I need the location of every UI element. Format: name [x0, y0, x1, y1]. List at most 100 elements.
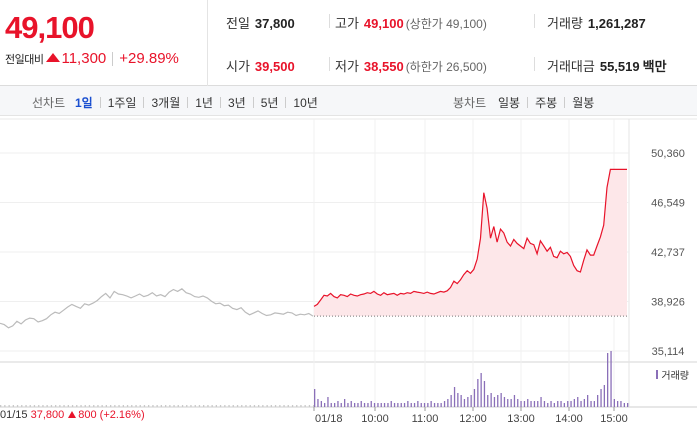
tab-period-1y[interactable]: 1년 [195, 96, 213, 110]
volume-bar [354, 403, 356, 407]
tab-period-1d[interactable]: 1일 [75, 96, 93, 110]
volume-bar [543, 401, 546, 407]
stat-label: 고가 [335, 16, 359, 31]
current-price: 49,100 [5, 10, 95, 45]
volume-bar [613, 399, 615, 407]
volume-bar [617, 401, 619, 407]
stat-high: 고가 49,100 (상한가 49,100) [335, 13, 487, 32]
volume-bar [67, 405, 69, 407]
volume-bar [308, 405, 311, 407]
volume-bar [587, 395, 589, 407]
chart-toolbar: 선차트 1일 1주일 3개월 1년 3년 5년 10년 봉차트 일봉 주봉 월봉 [0, 86, 697, 116]
tab-candle-daily[interactable]: 일봉 [498, 96, 521, 110]
volume-bar [139, 405, 141, 407]
volume-bar [567, 401, 569, 407]
volume-bar [580, 401, 582, 407]
volume-bar [460, 395, 462, 407]
volume-bar [228, 405, 230, 407]
volume-bar [76, 405, 78, 407]
volume-bar [397, 403, 399, 407]
volume-bar [173, 405, 175, 407]
volume-bar [517, 399, 519, 407]
volume-bar [8, 405, 10, 407]
x-tick-label: 13:00 [507, 413, 535, 425]
volume-bar [300, 405, 302, 407]
prev-day-line [0, 288, 314, 329]
price-chart[interactable]: 50,360 46,549 42,737 38,926 35,114 01/18 10:0… [0, 117, 697, 428]
volume-bar [407, 401, 409, 407]
volume-bar [360, 401, 362, 407]
volume-bar [317, 399, 319, 407]
divider [99, 97, 101, 108]
line-chart-label: 선차트 [32, 96, 66, 110]
volume-bar [593, 401, 595, 407]
volume-bar [340, 403, 342, 407]
tab-period-1w[interactable]: 1주일 [107, 96, 137, 110]
today-line [313, 168, 627, 307]
volume-bar [186, 405, 188, 407]
volume-bar [520, 401, 522, 407]
volume-bar [190, 405, 192, 407]
volume-bar [363, 403, 366, 407]
volume-bar [245, 405, 247, 407]
volume-bar [570, 401, 572, 407]
volume-bar [383, 403, 386, 407]
prev-day-change: 800 [78, 409, 97, 421]
stats-row-1: 전일 37,800 고가 49,100 (상한가 49,100) 거래량 1,261,2… [209, 0, 697, 43]
stat-value: 37,800 [254, 16, 295, 31]
x-tick-label: 10:00 [361, 413, 389, 425]
tab-period-3y[interactable]: 3년 [227, 96, 246, 110]
volume-bar [38, 405, 40, 407]
y-tick-label: 35,114 [652, 346, 685, 358]
volume-bar [219, 405, 222, 407]
volume-bar [390, 401, 392, 407]
y-tick-label: 42,737 [651, 247, 685, 259]
tab-period-3m[interactable]: 3개월 [151, 96, 181, 110]
stat-value: 49,100 [363, 16, 404, 31]
volume-bar [274, 405, 277, 407]
candle-chart-label: 봉차트 [453, 96, 487, 110]
volume-bar [93, 405, 95, 407]
volume-bars [0, 351, 629, 407]
volume-bar [500, 393, 502, 407]
volume-bar [241, 405, 243, 407]
volume-bar [550, 401, 552, 407]
volume-bar [443, 401, 446, 407]
volume-bar [59, 405, 61, 407]
tab-period-5y[interactable]: 5년 [260, 96, 279, 110]
stat-low: 저가 38,550 (하한가 26,500) [335, 56, 487, 75]
volume-legend-label: 거래량 [661, 371, 689, 382]
tab-candle-weekly[interactable]: 주봉 [535, 96, 558, 110]
stat-label: 거래대금 [547, 59, 595, 74]
volume-bar [547, 403, 549, 407]
tab-candle-monthly[interactable]: 월봉 [572, 96, 595, 110]
stat-sub: (상한가 49,100) [405, 17, 487, 31]
prev-day-date: 01/15 [0, 409, 28, 421]
chart-canvas: 50,360 46,549 42,737 38,926 35,114 01/18 10:0… [0, 118, 697, 425]
volume-bar [423, 403, 426, 407]
y-tick-label: 46,549 [651, 197, 685, 209]
volume-bar [347, 403, 349, 407]
x-axis: 01/18 10:00 11:00 12:00 13:00 14:00 15:00 [313, 407, 628, 425]
stat-volume: 거래량 1,261,287 [547, 13, 646, 32]
prev-day-info: 01/15 37,800 800 (+2.16%) [0, 409, 145, 421]
divider [329, 57, 330, 71]
volume-bar [403, 403, 406, 407]
volume-bar [12, 405, 14, 407]
volume-bar [623, 403, 625, 407]
tab-period-10y[interactable]: 10년 [293, 96, 318, 110]
volume-bar [314, 389, 316, 407]
volume-bar [503, 397, 506, 407]
volume-bar [262, 405, 264, 407]
stat-trade-value: 거래대금 55,519 백만 [547, 56, 667, 75]
volume-bar [320, 401, 322, 407]
volume-bar [357, 403, 359, 407]
volume-bar [198, 405, 201, 407]
volume-bar [457, 393, 459, 407]
volume-bar [88, 405, 91, 407]
volume-bar [330, 403, 332, 407]
volume-bar [533, 401, 536, 407]
volume-bar [393, 403, 396, 407]
volume-bar [118, 405, 120, 407]
volume-bar [597, 395, 599, 407]
